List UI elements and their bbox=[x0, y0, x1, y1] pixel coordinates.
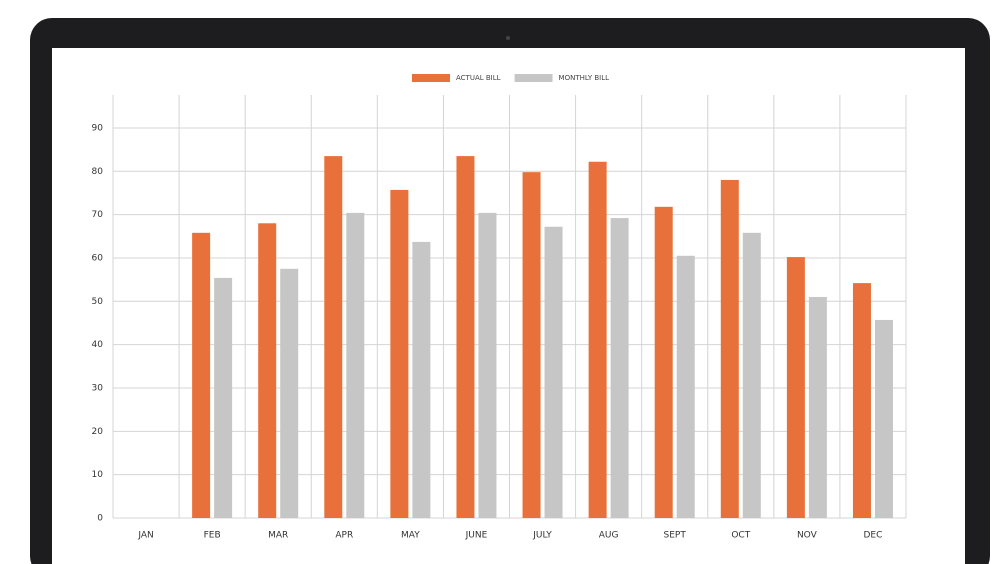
bar bbox=[192, 232, 211, 518]
legend-swatch bbox=[412, 74, 450, 82]
bar bbox=[346, 212, 365, 518]
x-tick-label: SEPT bbox=[664, 531, 687, 541]
bar bbox=[544, 226, 563, 519]
x-tick-label: JUNE bbox=[465, 531, 488, 541]
bar bbox=[786, 257, 805, 518]
y-tick-label: 20 bbox=[92, 427, 104, 437]
x-tick-label: JULY bbox=[532, 531, 552, 541]
x-tick-label: APR bbox=[335, 531, 353, 541]
bar bbox=[478, 212, 497, 518]
bar bbox=[742, 232, 761, 518]
bar bbox=[588, 161, 607, 519]
x-tick-label: AUG bbox=[599, 531, 619, 541]
y-tick-label: 60 bbox=[92, 253, 104, 263]
x-tick-label: FEB bbox=[204, 531, 221, 541]
y-tick-label: 10 bbox=[92, 470, 104, 480]
bar bbox=[214, 277, 233, 518]
x-tick-label: DEC bbox=[864, 531, 883, 541]
bar bbox=[654, 206, 673, 518]
bar bbox=[522, 172, 541, 518]
bar bbox=[390, 189, 409, 518]
bar bbox=[324, 156, 343, 519]
y-tick-label: 90 bbox=[92, 123, 104, 133]
bar bbox=[720, 179, 739, 518]
bar bbox=[280, 268, 299, 518]
bar bbox=[456, 156, 475, 519]
camera bbox=[506, 36, 510, 40]
x-tick-label: OCT bbox=[731, 531, 750, 541]
x-tick-label: MAR bbox=[268, 531, 288, 541]
screen bbox=[52, 48, 965, 564]
bar bbox=[610, 218, 629, 518]
legend-swatch bbox=[514, 74, 553, 82]
x-tick-label: MAY bbox=[401, 531, 420, 541]
bar bbox=[258, 223, 277, 519]
y-tick-label: 50 bbox=[92, 297, 104, 307]
chart: 0 10 20 30 40 50 60 70 80 90 JAN FEB MAR APR MAY JUNE JU… bbox=[92, 74, 907, 541]
bar bbox=[852, 283, 871, 518]
y-tick-label: 0 bbox=[97, 514, 103, 524]
y-tick-label: 80 bbox=[92, 167, 104, 177]
y-tick-label: 30 bbox=[92, 383, 104, 393]
y-tick-label: 40 bbox=[92, 340, 104, 350]
bar bbox=[808, 296, 827, 518]
bar bbox=[412, 241, 431, 518]
x-tick-label: NOV bbox=[797, 531, 818, 541]
bar bbox=[676, 255, 695, 519]
y-tick-label: 70 bbox=[92, 210, 104, 220]
x-tick-label: JAN bbox=[137, 531, 153, 541]
legend-label: MONTHLY BILL bbox=[559, 74, 610, 82]
bar bbox=[874, 319, 893, 518]
legend-label: ACTUAL BILL bbox=[456, 74, 501, 82]
